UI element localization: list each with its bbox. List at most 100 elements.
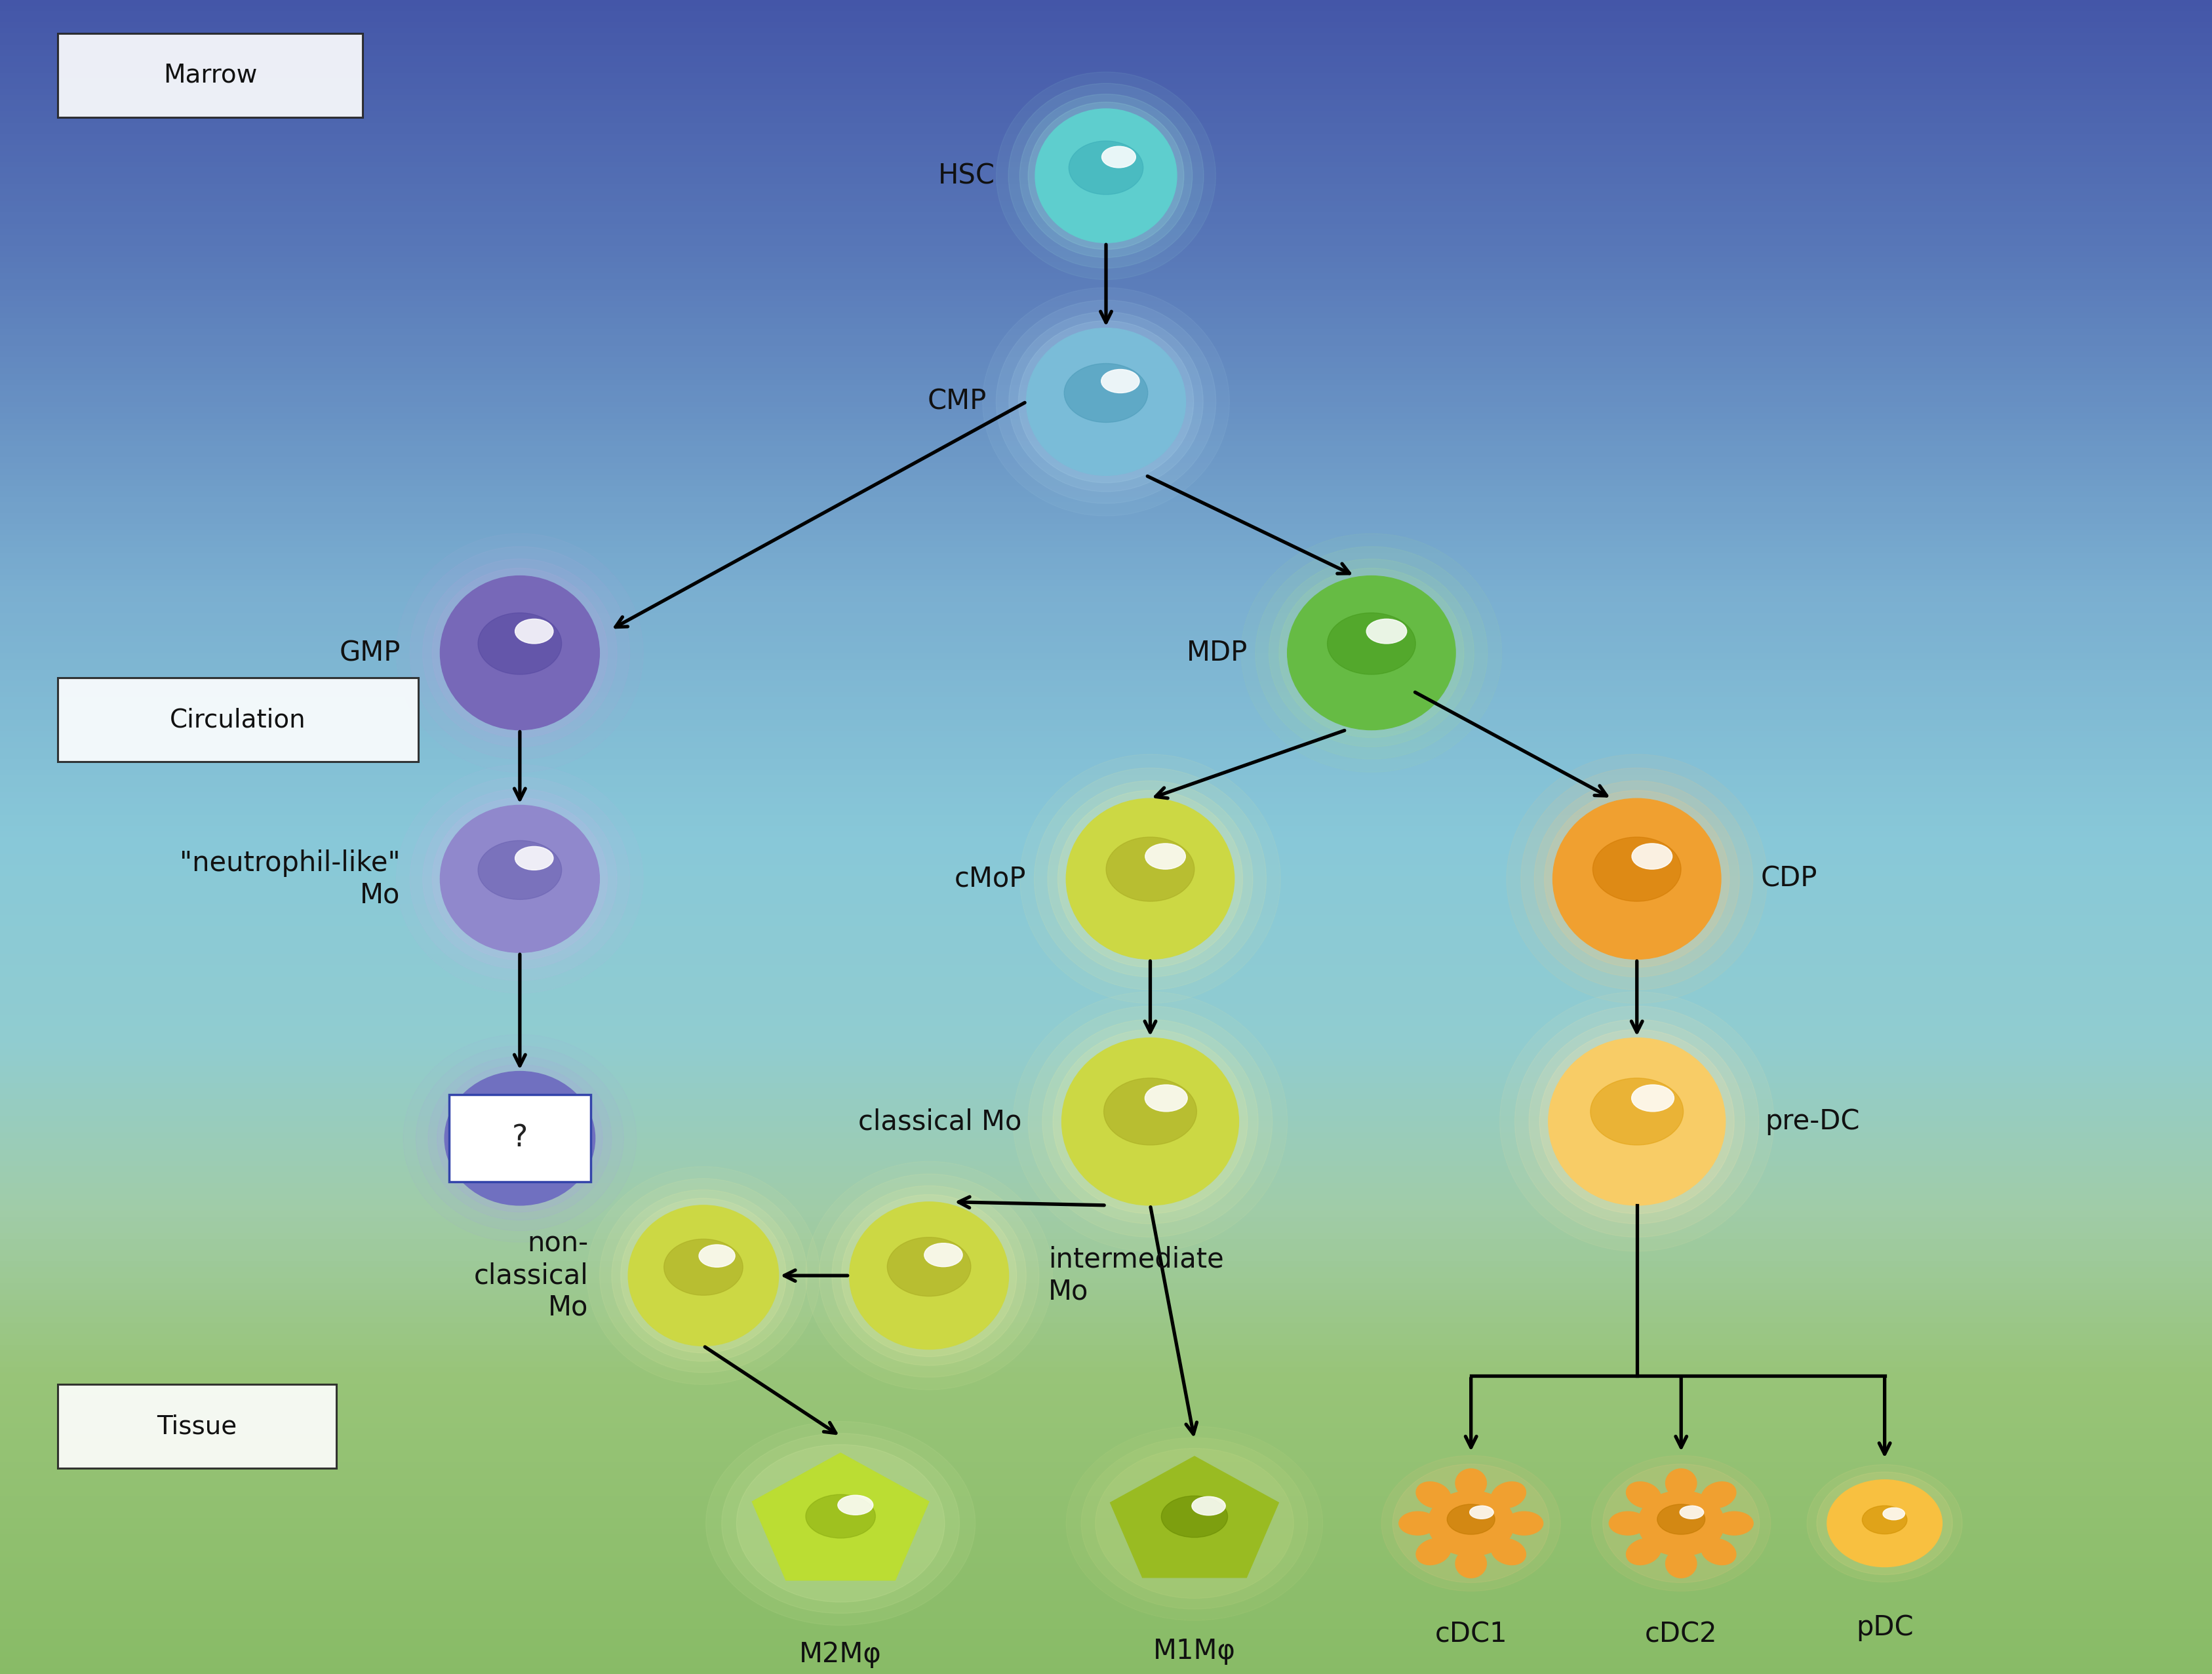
Ellipse shape — [1020, 94, 1192, 258]
Ellipse shape — [995, 300, 1217, 504]
Ellipse shape — [1528, 1019, 1745, 1224]
FancyBboxPatch shape — [58, 33, 363, 117]
Ellipse shape — [805, 1495, 876, 1538]
Text: GMP: GMP — [338, 639, 400, 666]
Ellipse shape — [1020, 755, 1281, 1003]
Ellipse shape — [838, 1495, 874, 1515]
Ellipse shape — [1863, 1505, 1907, 1533]
Text: cMoP: cMoP — [956, 865, 1026, 892]
Ellipse shape — [1057, 790, 1243, 968]
FancyBboxPatch shape — [58, 1384, 336, 1468]
Ellipse shape — [478, 613, 562, 675]
Text: Circulation: Circulation — [170, 708, 305, 732]
Ellipse shape — [1192, 1497, 1225, 1515]
Ellipse shape — [1066, 1426, 1323, 1620]
Ellipse shape — [1816, 1471, 1953, 1575]
Ellipse shape — [699, 1245, 734, 1267]
Ellipse shape — [422, 788, 617, 969]
Ellipse shape — [515, 1108, 551, 1130]
Text: classical Mo: classical Mo — [858, 1108, 1022, 1135]
Ellipse shape — [1882, 1508, 1905, 1520]
Ellipse shape — [1455, 1468, 1486, 1498]
Ellipse shape — [1241, 534, 1502, 772]
Ellipse shape — [664, 1239, 743, 1296]
Ellipse shape — [409, 777, 630, 981]
Text: CDP: CDP — [1761, 865, 1818, 892]
Text: pDC: pDC — [1856, 1614, 1913, 1641]
Ellipse shape — [1657, 1505, 1705, 1535]
Ellipse shape — [1491, 1481, 1526, 1508]
Ellipse shape — [613, 1190, 794, 1361]
Ellipse shape — [1146, 844, 1186, 869]
Ellipse shape — [1827, 1480, 1942, 1567]
Ellipse shape — [1367, 619, 1407, 643]
Ellipse shape — [1637, 1490, 1725, 1557]
Ellipse shape — [1626, 1538, 1661, 1565]
Ellipse shape — [1544, 790, 1730, 968]
Ellipse shape — [1029, 1006, 1272, 1237]
Text: Marrow: Marrow — [164, 64, 257, 87]
Text: HSC: HSC — [938, 162, 995, 189]
Ellipse shape — [416, 1046, 624, 1230]
Ellipse shape — [1504, 1512, 1544, 1535]
Ellipse shape — [480, 1103, 560, 1157]
Ellipse shape — [1256, 547, 1486, 758]
Ellipse shape — [1455, 1548, 1486, 1579]
Ellipse shape — [1029, 102, 1183, 249]
Ellipse shape — [1095, 1448, 1294, 1599]
Ellipse shape — [1604, 1465, 1759, 1582]
Ellipse shape — [1416, 1481, 1451, 1508]
Ellipse shape — [1666, 1548, 1697, 1579]
Ellipse shape — [1515, 1006, 1759, 1237]
Text: pre-DC: pre-DC — [1765, 1108, 1860, 1135]
Ellipse shape — [1416, 1538, 1451, 1565]
Ellipse shape — [1279, 567, 1464, 738]
Ellipse shape — [1146, 1085, 1188, 1112]
Ellipse shape — [1035, 109, 1177, 243]
Ellipse shape — [1548, 1038, 1725, 1205]
Ellipse shape — [1632, 844, 1672, 869]
Ellipse shape — [1009, 311, 1203, 492]
Ellipse shape — [586, 1167, 821, 1384]
Ellipse shape — [431, 798, 608, 959]
Ellipse shape — [515, 619, 553, 643]
Ellipse shape — [925, 1244, 962, 1267]
FancyBboxPatch shape — [449, 1095, 591, 1182]
Ellipse shape — [1500, 991, 1774, 1252]
Text: MDP: MDP — [1186, 639, 1248, 666]
Ellipse shape — [1106, 837, 1194, 901]
Ellipse shape — [440, 805, 599, 953]
Text: cDC1: cDC1 — [1436, 1620, 1506, 1647]
Ellipse shape — [737, 1445, 945, 1602]
Ellipse shape — [1018, 321, 1194, 482]
Ellipse shape — [849, 1202, 1009, 1349]
Ellipse shape — [1082, 1438, 1307, 1609]
Ellipse shape — [1540, 1030, 1734, 1214]
Ellipse shape — [1491, 1538, 1526, 1565]
Ellipse shape — [1701, 1481, 1736, 1508]
Ellipse shape — [818, 1173, 1040, 1378]
Ellipse shape — [1666, 1468, 1697, 1498]
Ellipse shape — [1026, 328, 1186, 475]
Text: M2Mφ: M2Mφ — [799, 1641, 883, 1667]
Ellipse shape — [1009, 84, 1203, 268]
Ellipse shape — [887, 1237, 971, 1296]
Ellipse shape — [403, 1035, 637, 1242]
Ellipse shape — [1506, 755, 1767, 1003]
Ellipse shape — [1398, 1512, 1438, 1535]
Ellipse shape — [1013, 991, 1287, 1252]
Ellipse shape — [1469, 1507, 1493, 1518]
Ellipse shape — [445, 1071, 595, 1205]
Text: Tissue: Tissue — [157, 1415, 237, 1438]
Ellipse shape — [1104, 1078, 1197, 1145]
Ellipse shape — [1807, 1465, 1962, 1582]
FancyBboxPatch shape — [58, 678, 418, 762]
Text: "neutrophil-like"
Mo: "neutrophil-like" Mo — [179, 849, 400, 909]
Ellipse shape — [1270, 559, 1473, 747]
Ellipse shape — [1593, 837, 1681, 901]
Ellipse shape — [995, 72, 1217, 280]
Ellipse shape — [1701, 1538, 1736, 1565]
Ellipse shape — [622, 1199, 785, 1353]
Ellipse shape — [515, 847, 553, 870]
Text: ?: ? — [511, 1123, 529, 1153]
